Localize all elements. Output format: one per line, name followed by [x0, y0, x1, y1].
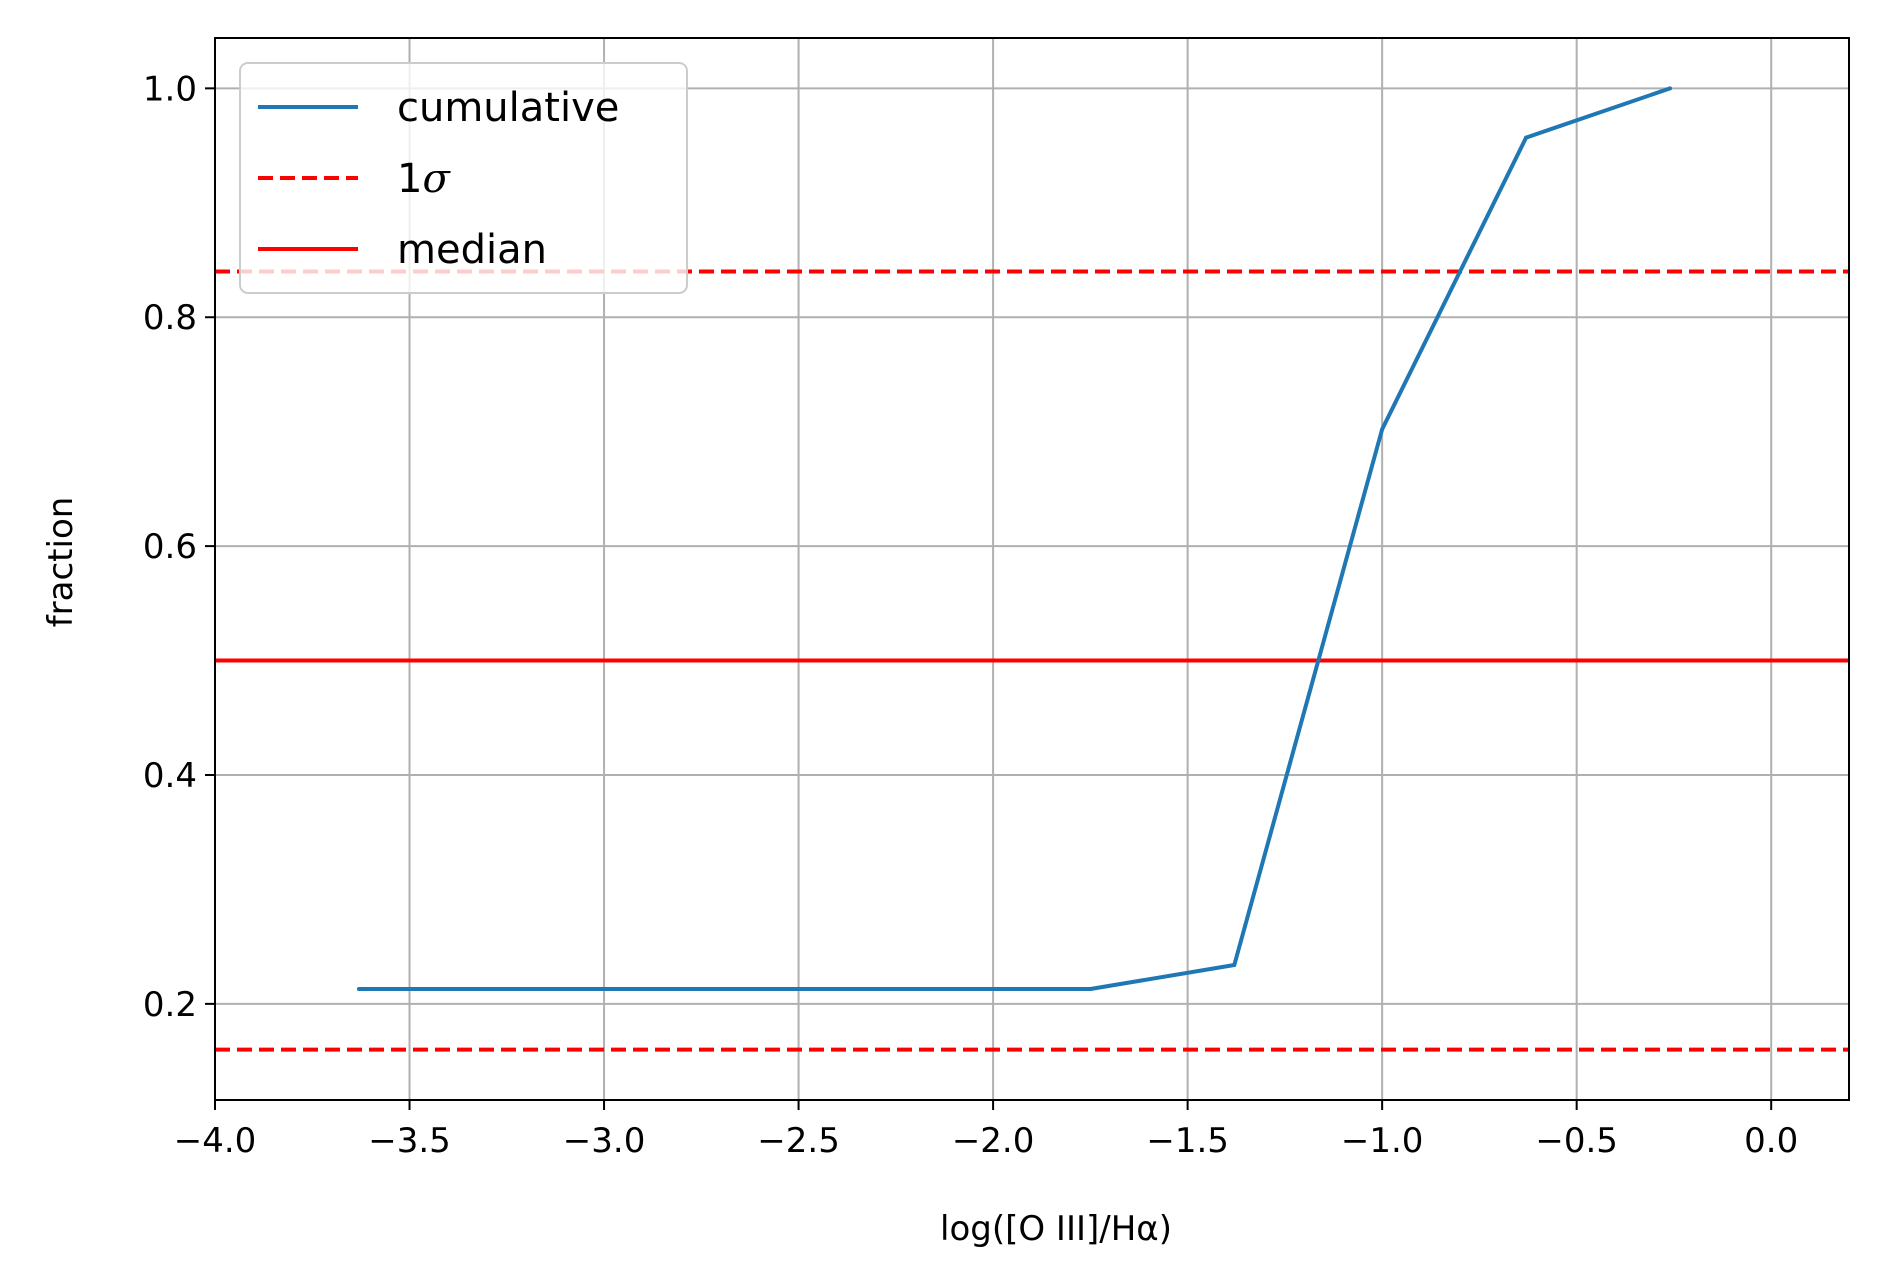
series-point-4: [1524, 135, 1529, 140]
legend-label-cumulative: cumulative: [397, 85, 619, 131]
x-tick-label-7: −0.5: [1535, 1121, 1618, 1161]
x-tick-label-3: −2.5: [757, 1121, 840, 1161]
legend-label-1sigma: 1σ: [397, 156, 451, 202]
series-point-2: [1232, 962, 1237, 967]
x-tick-label-6: −1.0: [1341, 1121, 1424, 1161]
y-tick-label-3: 0.8: [143, 298, 197, 338]
series-point-3: [1380, 427, 1385, 432]
x-tick-label-5: −1.5: [1146, 1121, 1229, 1161]
x-tick-label-8: 0.0: [1744, 1121, 1798, 1161]
series-point-5: [1668, 86, 1673, 91]
data-series: [356, 86, 1673, 991]
legend: cumulative 1σ median: [239, 62, 688, 294]
series-point-0: [356, 986, 361, 991]
series-line-cumulative: [358, 86, 1671, 991]
plot-frame: [214, 37, 1850, 1101]
x-axis-label: log([O III]/Hα): [940, 1209, 1172, 1249]
y-tick-label-2: 0.6: [143, 527, 197, 567]
y-tick-label-0: 0.2: [143, 985, 197, 1025]
legend-box: [239, 62, 688, 294]
y-tick-label-4: 1.0: [143, 69, 197, 109]
legend-label-1sigma-prefix: 1: [397, 156, 422, 202]
x-tick-label-0: −4.0: [174, 1121, 257, 1161]
legend-label-1sigma-symbol: σ: [422, 156, 451, 202]
series-point-1: [1088, 986, 1093, 991]
y-axis-label: fraction: [41, 497, 81, 628]
legend-label-median: median: [397, 227, 547, 273]
x-tick-label-2: −3.0: [563, 1121, 646, 1161]
y-axis-ticks: 0.2 0.4 0.6 0.8 1.0: [143, 69, 215, 1025]
x-tick-label-1: −3.5: [368, 1121, 451, 1161]
y-tick-label-1: 0.4: [143, 756, 197, 796]
x-axis-ticks: −4.0 −3.5 −3.0 −2.5 −2.0 −1.5 −1.0 −0.5 0.0: [174, 1100, 1798, 1161]
x-tick-label-4: −2.0: [952, 1121, 1035, 1161]
